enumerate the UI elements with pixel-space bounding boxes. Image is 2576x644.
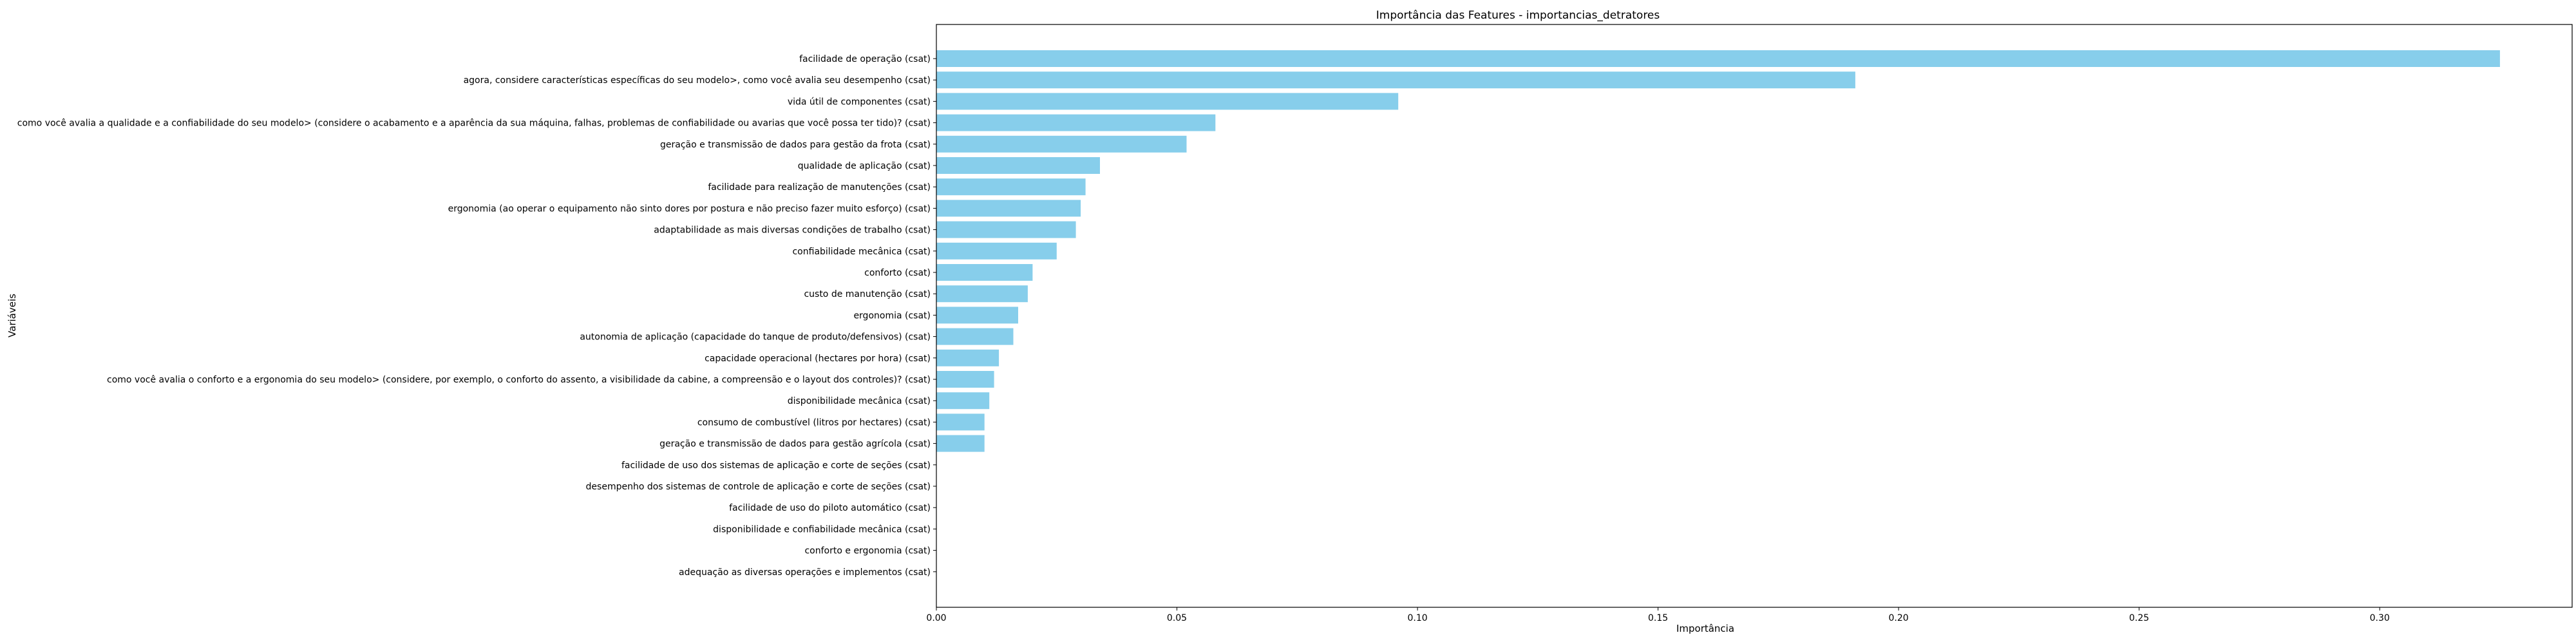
- category-label: desempenho dos sistemas de controle de a…: [586, 482, 931, 492]
- bar: [936, 157, 1100, 174]
- category-label: facilidade de uso dos sistemas de aplica…: [621, 460, 931, 471]
- category-label: conforto e ergonomia (csat): [804, 546, 931, 556]
- category-labels: facilidade de operação (csat) agora, cons…: [17, 54, 936, 578]
- bars-layer: [936, 50, 2500, 452]
- bar: [936, 71, 1855, 89]
- category-label: adaptabilidade as mais diversas condiçõe…: [654, 225, 931, 236]
- x-tick-label: 0.20: [1889, 613, 1909, 623]
- category-label: confiabilidade mecânica (csat): [792, 247, 931, 257]
- category-label: facilidade de operação (csat): [799, 54, 931, 64]
- category-label: capacidade operacional (hectares por hor…: [705, 354, 931, 364]
- category-label: ergonomia (csat): [853, 310, 931, 321]
- bar: [936, 371, 994, 388]
- bar: [936, 413, 985, 431]
- bar: [936, 264, 1033, 281]
- x-tick-label: 0.00: [926, 613, 946, 623]
- category-label: como você avalia o conforto e a ergonomi…: [107, 375, 931, 385]
- category-label: adequação as diversas operações e implem…: [679, 567, 931, 578]
- x-axis-ticks: 0.00 0.05 0.10 0.15 0.20 0.25 0.30: [926, 607, 2390, 623]
- chart-title: Importância das Features - importancias_…: [1376, 9, 1660, 22]
- x-tick-label: 0.10: [1408, 613, 1428, 623]
- bar: [936, 93, 1399, 110]
- category-label: consumo de combustível (litros por hecta…: [697, 417, 931, 428]
- category-label: facilidade de uso do piloto automático (…: [729, 503, 931, 513]
- bar: [936, 285, 1028, 303]
- category-label: conforto (csat): [864, 268, 931, 278]
- category-label: como você avalia a qualidade e a confiab…: [17, 118, 931, 129]
- x-axis-label: Importância: [1676, 623, 1734, 634]
- x-tick-label: 0.05: [1167, 613, 1187, 623]
- bar: [936, 392, 990, 410]
- category-label: qualidade de aplicação (csat): [798, 161, 931, 171]
- category-label: disponibilidade e confiabilidade mecânic…: [713, 524, 931, 535]
- x-tick-label: 0.15: [1648, 613, 1668, 623]
- bar: [936, 221, 1076, 238]
- category-label: custo de manutenção (csat): [804, 289, 931, 299]
- category-label: disponibilidade mecânica (csat): [788, 396, 931, 406]
- bar: [936, 135, 1187, 153]
- bar: [936, 200, 1081, 217]
- category-label: autonomia de aplicação (capacidade do ta…: [580, 332, 931, 343]
- category-label: agora, considere características específ…: [464, 75, 931, 86]
- bar: [936, 50, 2500, 67]
- bar: [936, 328, 1014, 345]
- category-label: geração e transmissão de dados para gest…: [660, 140, 931, 150]
- y-axis-label: Variáveis: [6, 294, 18, 337]
- category-label: ergonomia (ao operar o equipamento não s…: [448, 204, 931, 214]
- bar: [936, 242, 1057, 260]
- bar: [936, 307, 1018, 324]
- category-label: facilidade para realização de manutençõe…: [708, 182, 931, 193]
- bar: [936, 435, 985, 452]
- bar: [936, 178, 1086, 196]
- x-tick-label: 0.25: [2129, 613, 2149, 623]
- bar: [936, 114, 1216, 131]
- category-label: geração e transmissão de dados para gest…: [659, 439, 931, 450]
- plot-frame: [936, 24, 2573, 608]
- category-label: vida útil de componentes (csat): [788, 97, 931, 107]
- x-tick-label: 0.30: [2370, 613, 2390, 623]
- bar: [936, 349, 999, 366]
